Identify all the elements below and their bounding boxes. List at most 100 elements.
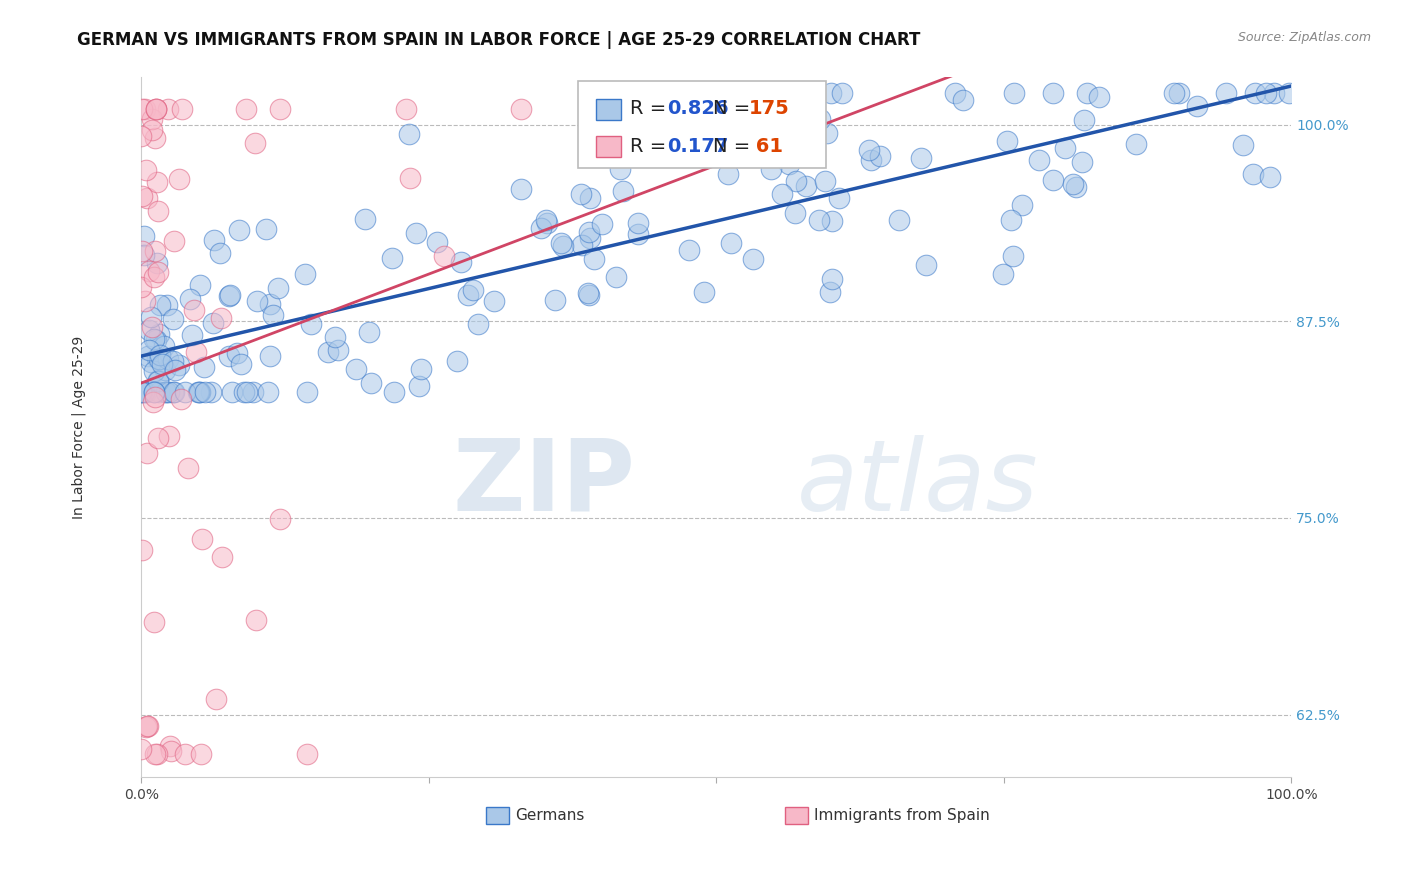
- Point: [190, 747, 212, 761]
- Point: [143, 244, 166, 258]
- Point: [569, 186, 592, 201]
- Point: [138, 343, 160, 357]
- Point: [131, 102, 153, 116]
- Point: [159, 739, 181, 753]
- Point: [783, 206, 806, 220]
- Point: [509, 181, 531, 195]
- Point: [1263, 86, 1285, 100]
- Point: [188, 277, 211, 292]
- Point: [245, 613, 267, 627]
- Point: [821, 214, 844, 228]
- Point: [143, 364, 166, 378]
- Point: [132, 229, 155, 244]
- Point: [142, 385, 165, 400]
- Point: [135, 720, 157, 734]
- Point: [408, 379, 430, 393]
- Point: [382, 385, 405, 400]
- Point: [1185, 99, 1208, 113]
- Point: [450, 255, 472, 269]
- Point: [136, 445, 159, 459]
- Point: [815, 126, 838, 140]
- Point: [1070, 155, 1092, 169]
- Point: [578, 231, 600, 245]
- Point: [1064, 179, 1087, 194]
- Point: [246, 294, 269, 309]
- Point: [578, 288, 600, 302]
- Point: [202, 316, 225, 330]
- Text: 175: 175: [748, 99, 789, 118]
- Text: GERMAN VS IMMIGRANTS FROM SPAIN IN LABOR FORCE | AGE 25-29 CORRELATION CHART: GERMAN VS IMMIGRANTS FROM SPAIN IN LABOR…: [77, 31, 921, 49]
- Point: [163, 385, 186, 400]
- Point: [1002, 86, 1025, 100]
- Point: [157, 428, 180, 442]
- Point: [153, 339, 176, 353]
- Point: [344, 361, 367, 376]
- Point: [157, 385, 180, 400]
- Text: 0.177: 0.177: [666, 136, 728, 156]
- Point: [131, 742, 153, 756]
- Point: [262, 308, 284, 322]
- Point: [627, 227, 650, 242]
- Point: [1011, 198, 1033, 212]
- Point: [1163, 86, 1185, 100]
- Point: [142, 394, 165, 409]
- Point: [326, 343, 349, 357]
- Point: [143, 131, 166, 145]
- Point: [243, 136, 266, 150]
- Point: [610, 86, 633, 100]
- Point: [142, 270, 165, 285]
- Point: [1000, 213, 1022, 227]
- Point: [173, 385, 195, 400]
- Point: [323, 330, 346, 344]
- Point: [405, 227, 427, 241]
- Point: [915, 258, 938, 272]
- Point: [134, 102, 156, 116]
- Point: [576, 285, 599, 300]
- Point: [141, 123, 163, 137]
- Point: [202, 233, 225, 247]
- FancyBboxPatch shape: [486, 807, 509, 824]
- Point: [132, 248, 155, 262]
- Point: [155, 385, 177, 400]
- Point: [1243, 86, 1265, 100]
- Point: [143, 332, 166, 346]
- Point: [145, 747, 167, 761]
- Point: [446, 354, 468, 368]
- Point: [1215, 86, 1237, 100]
- Point: [162, 385, 184, 400]
- Point: [132, 385, 155, 400]
- Point: [1241, 167, 1264, 181]
- Point: [235, 102, 257, 116]
- Point: [157, 352, 180, 367]
- Point: [143, 391, 166, 405]
- Point: [887, 212, 910, 227]
- Point: [170, 392, 193, 406]
- Point: [1028, 153, 1050, 167]
- Point: [148, 385, 170, 400]
- Point: [148, 351, 170, 366]
- Point: [1254, 86, 1277, 100]
- Point: [509, 102, 531, 116]
- Text: Immigrants from Spain: Immigrants from Spain: [814, 808, 990, 822]
- Point: [1001, 249, 1024, 263]
- Point: [135, 385, 157, 400]
- Point: [221, 385, 243, 400]
- Point: [943, 86, 966, 100]
- Point: [1232, 137, 1254, 152]
- Point: [167, 172, 190, 186]
- Point: [858, 143, 880, 157]
- Point: [134, 293, 156, 308]
- Point: [242, 385, 264, 400]
- Point: [605, 270, 627, 285]
- Point: [141, 355, 163, 369]
- Point: [259, 297, 281, 311]
- Point: [139, 310, 162, 324]
- Point: [360, 376, 382, 391]
- Point: [952, 93, 974, 107]
- Point: [1054, 141, 1077, 155]
- Point: [131, 188, 153, 202]
- Point: [457, 288, 479, 302]
- Point: [785, 174, 807, 188]
- Point: [1042, 173, 1064, 187]
- Point: [146, 203, 169, 218]
